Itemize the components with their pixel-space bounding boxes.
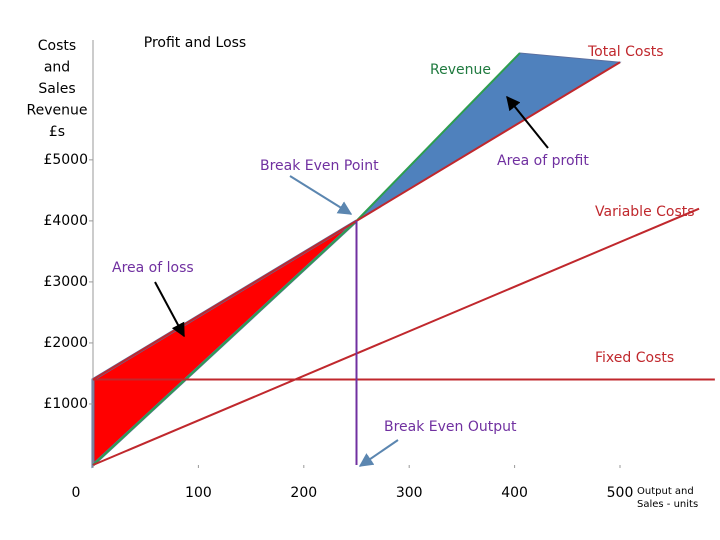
chart-title: Profit and Loss — [144, 35, 246, 51]
series-label: Total Costs — [587, 44, 664, 60]
series-label: Fixed Costs — [595, 350, 674, 366]
y-axis-title: Sales — [38, 81, 75, 97]
y-axis-title: and — [44, 60, 70, 76]
profit-area — [356, 52, 622, 222]
arrow — [154, 281, 185, 338]
series-line — [92, 207, 700, 466]
x-tick-label: 300 — [396, 485, 423, 501]
x-tick-label: 200 — [290, 485, 317, 501]
annotation: Break Even Point — [260, 158, 379, 174]
x-tick-label: 400 — [501, 485, 528, 501]
y-tick-label: £3000 — [43, 274, 88, 290]
series-label: Revenue — [430, 62, 491, 78]
y-axis-title: Revenue — [27, 103, 88, 119]
arrow — [289, 175, 353, 215]
arrow — [358, 439, 399, 467]
series-label: Variable Costs — [595, 204, 695, 220]
y-axis-title: £s — [49, 124, 65, 140]
x-axis-title: Sales - units — [637, 499, 698, 510]
x-tick-label: 0 — [72, 485, 81, 501]
y-tick-label: £1000 — [43, 396, 88, 412]
annotation: Area of loss — [112, 260, 194, 276]
y-tick-label: £2000 — [43, 335, 88, 351]
x-axis-title: Output and — [637, 486, 694, 497]
annotation: Area of profit — [497, 153, 589, 169]
x-tick-label: 500 — [607, 485, 634, 501]
y-tick-label: £5000 — [43, 152, 88, 168]
y-axis-title: Costs — [38, 38, 76, 54]
arrow — [506, 95, 549, 149]
y-tick-label: £4000 — [43, 213, 88, 229]
annotation: Break Even Output — [384, 419, 517, 435]
x-tick-label: 100 — [185, 485, 212, 501]
